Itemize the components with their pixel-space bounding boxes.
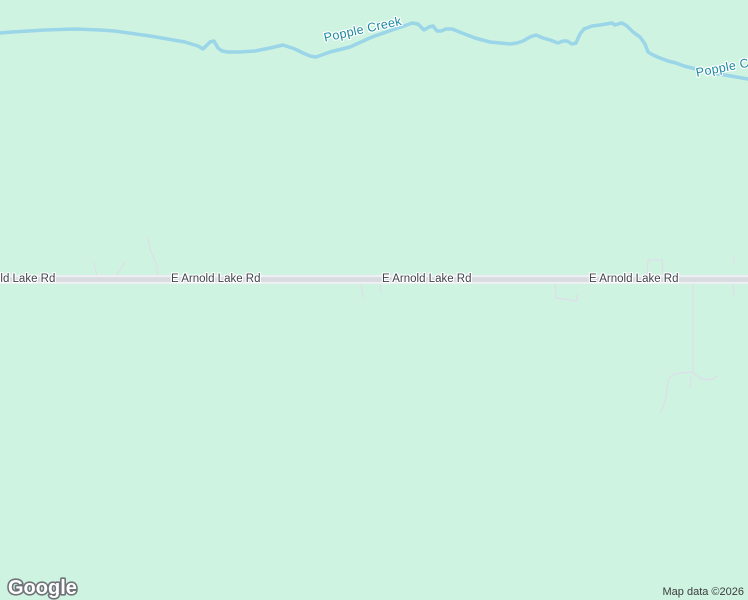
driveway bbox=[554, 283, 578, 302]
road-e-arnold-lake-rd bbox=[0, 277, 748, 282]
driveway-lines-group bbox=[93, 237, 735, 413]
driveway bbox=[660, 282, 694, 413]
driveway bbox=[147, 237, 159, 278]
driveway bbox=[732, 282, 735, 297]
road-label: E Arnold Lake Rd bbox=[171, 273, 261, 285]
road-label: E Arnold Lake Rd bbox=[589, 273, 679, 285]
driveway bbox=[114, 261, 126, 278]
water-lines-group bbox=[0, 21, 748, 81]
driveway bbox=[646, 259, 664, 276]
driveway bbox=[379, 282, 382, 294]
driveway bbox=[692, 372, 718, 381]
popple-creek-line bbox=[0, 21, 748, 81]
driveway bbox=[360, 282, 364, 298]
driveway bbox=[93, 262, 98, 277]
map-attribution: Map data ©2026 bbox=[662, 586, 745, 598]
road-label: old Lake Rd bbox=[0, 273, 56, 285]
google-logo-text[interactable]: Google bbox=[6, 575, 78, 600]
driveway bbox=[689, 376, 692, 388]
road-label: E Arnold Lake Rd bbox=[382, 273, 472, 285]
google-logo[interactable]: Google bbox=[6, 574, 82, 600]
